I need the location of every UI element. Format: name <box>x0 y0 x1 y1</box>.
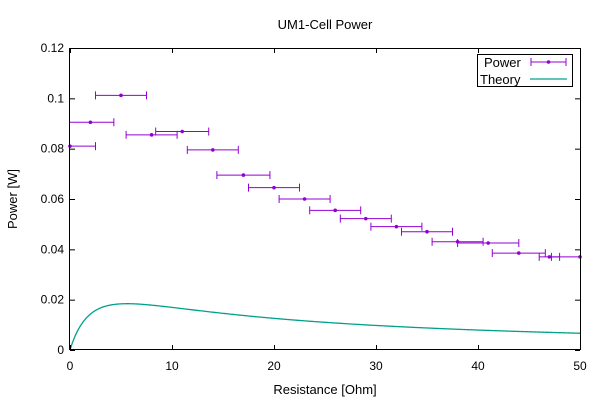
power-point <box>186 145 239 154</box>
legend-sample-power <box>530 58 567 66</box>
power-point <box>216 171 271 180</box>
legend-box <box>477 54 573 87</box>
legend-label-theory: Theory <box>480 72 521 87</box>
y-tick-label: 0.06 <box>41 192 65 206</box>
x-tick-label: 30 <box>369 359 383 373</box>
data-point <box>517 251 521 255</box>
data-point <box>547 255 552 259</box>
power-point <box>339 214 392 223</box>
power-point <box>401 227 453 236</box>
y-tick-label: 0.12 <box>41 41 65 55</box>
data-point <box>119 93 123 98</box>
data-point <box>241 173 246 177</box>
plot-frame <box>69 48 581 350</box>
power-point <box>370 222 423 231</box>
x-tick-label: 10 <box>165 359 179 373</box>
x-tick-label: 20 <box>267 359 281 373</box>
power-point <box>491 249 546 258</box>
power-point <box>278 195 331 203</box>
data-point <box>180 129 184 134</box>
y-tick-label: 0 <box>57 343 64 357</box>
power-point <box>248 183 300 192</box>
x-tick-label: 50 <box>573 359 587 373</box>
y-axis-label: Power [W] <box>5 169 20 229</box>
y-tick-label: 0.08 <box>41 142 65 156</box>
data-point <box>302 197 307 201</box>
data-point <box>486 241 491 245</box>
power-point <box>457 239 520 248</box>
data-point <box>211 148 215 152</box>
y-tick-label: 0.02 <box>41 293 65 307</box>
data-point <box>364 216 368 221</box>
legend-label-power: Power <box>484 55 522 70</box>
power-point <box>155 127 210 136</box>
power-point <box>125 130 178 139</box>
power-point <box>70 118 115 127</box>
power-point <box>95 91 147 100</box>
theory-curve <box>69 303 581 351</box>
data-point <box>333 208 338 213</box>
x-axis-label: Resistance [Ohm] <box>273 382 376 397</box>
legend: Power Theory <box>477 54 573 87</box>
y-tick-label: 0.04 <box>41 242 65 256</box>
x-tick-label: 0 <box>67 359 74 373</box>
data-point <box>394 224 399 229</box>
y-tick-label: 0.1 <box>47 91 64 105</box>
power-point <box>309 206 362 215</box>
data-point <box>149 133 154 137</box>
power-point <box>550 252 582 261</box>
data-point <box>88 120 93 125</box>
data-point <box>425 229 429 234</box>
data-point <box>272 185 276 190</box>
axis-ticks: 0 10 20 30 40 50 0 0.02 0.04 0.06 0.08 0.1 0.12 <box>41 41 587 373</box>
x-tick-label: 40 <box>471 359 485 373</box>
legend-point <box>546 60 551 64</box>
plot-area <box>68 91 582 351</box>
chart-title: UM1-Cell Power <box>278 17 373 32</box>
